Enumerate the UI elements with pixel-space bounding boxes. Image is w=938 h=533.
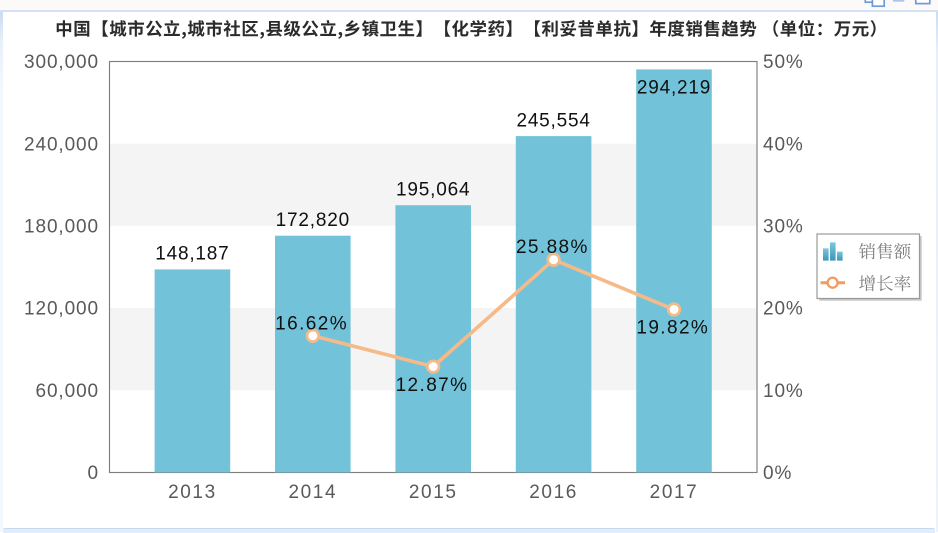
svg-text:2016: 2016: [529, 482, 578, 503]
svg-text:60,000: 60,000: [35, 381, 99, 402]
svg-text:148,187: 148,187: [155, 244, 229, 265]
svg-text:2015: 2015: [409, 482, 458, 503]
svg-text:2013: 2013: [168, 482, 217, 503]
svg-text:10%: 10%: [763, 381, 804, 402]
svg-text:240,000: 240,000: [24, 134, 99, 155]
svg-text:30%: 30%: [763, 217, 804, 238]
svg-text:245,554: 245,554: [516, 110, 590, 131]
svg-text:180,000: 180,000: [24, 217, 99, 238]
svg-text:0%: 0%: [763, 463, 792, 484]
svg-text:16.62%: 16.62%: [275, 313, 348, 334]
svg-text:40%: 40%: [763, 134, 804, 155]
svg-text:120,000: 120,000: [24, 299, 99, 320]
svg-text:300,000: 300,000: [24, 52, 99, 73]
svg-text:19.82%: 19.82%: [636, 318, 709, 339]
svg-text:2014: 2014: [288, 482, 337, 503]
svg-text:12.87%: 12.87%: [396, 375, 469, 396]
svg-text:2017: 2017: [650, 482, 699, 503]
svg-text:195,064: 195,064: [396, 180, 470, 201]
svg-text:294,219: 294,219: [637, 77, 711, 98]
svg-text:0: 0: [88, 463, 99, 484]
svg-text:50%: 50%: [763, 52, 804, 73]
svg-text:20%: 20%: [763, 299, 804, 320]
svg-text:172,820: 172,820: [276, 210, 350, 231]
svg-text:25.88%: 25.88%: [516, 237, 589, 258]
